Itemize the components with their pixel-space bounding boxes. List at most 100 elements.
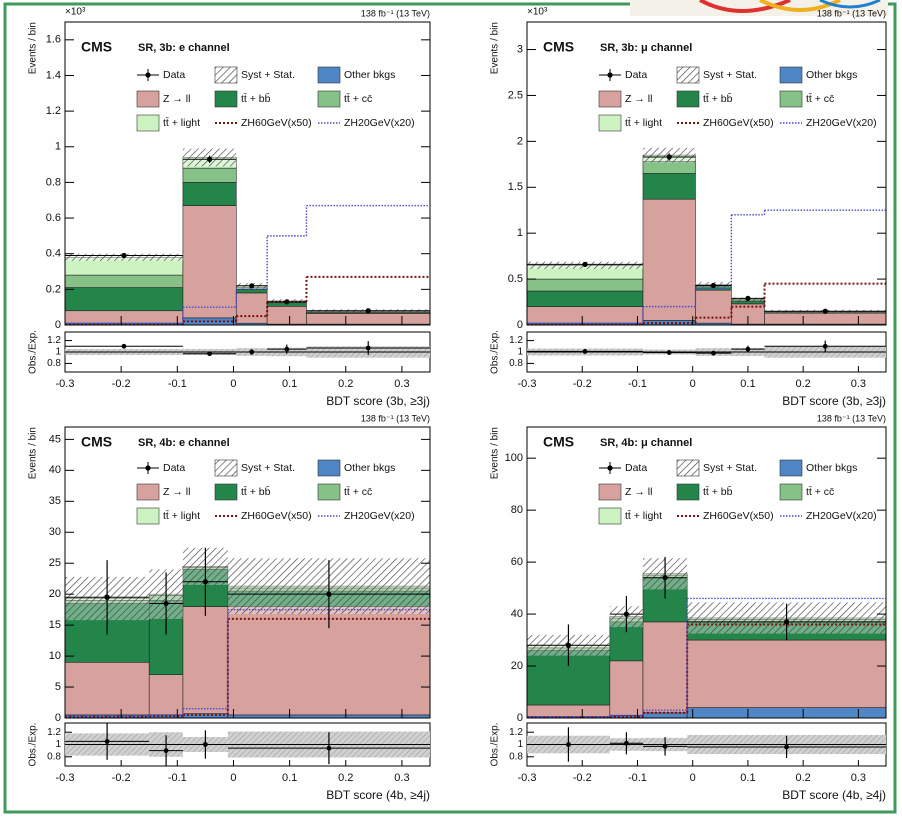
y-tick-label: 40 — [511, 608, 523, 620]
channel-label: SR, 4b: e channel — [138, 437, 230, 449]
legend-symbol — [780, 460, 802, 476]
legend-entry: Syst + Stat. — [677, 460, 757, 476]
data-marker — [366, 308, 371, 313]
data-marker — [122, 344, 127, 349]
legend-label: ZH20GeV(x20) — [806, 510, 877, 522]
ratio-y-tick-label: 1.2 — [47, 335, 61, 346]
ratio-y-tick-label: 1.2 — [509, 335, 523, 346]
stack-segment — [183, 206, 236, 318]
legend-label: tt̄ + cc̄ — [344, 92, 372, 104]
y-tick-label: 60 — [511, 556, 523, 568]
y-tick-label: 2.5 — [508, 89, 523, 101]
legend-entry: ZH20GeV(x20) — [780, 510, 877, 522]
ratio-y-label: Obs./Exp. — [490, 723, 501, 767]
x-tick-label: -0.2 — [112, 378, 131, 390]
legend-symbol — [215, 460, 237, 476]
data-marker — [249, 350, 254, 355]
legend-label: tt̄ + bb̄ — [241, 485, 271, 498]
legend-entry: Z → ll — [137, 484, 190, 500]
plot-area — [527, 557, 886, 718]
y-tick-label: 80 — [511, 504, 523, 516]
legend-label: tt̄ + light — [163, 116, 200, 128]
legend-label: ZH20GeV(x20) — [806, 117, 877, 129]
legend-entry: ZH20GeV(x20) — [318, 117, 415, 129]
data-marker — [207, 351, 212, 356]
data-marker — [105, 739, 110, 744]
legend-label: Other bkgs — [344, 69, 395, 81]
legend-entry: tt̄ + light — [137, 508, 200, 524]
ratio-y-tick-label: 1.2 — [47, 727, 61, 738]
x-tick-label: -0.1 — [628, 772, 647, 784]
y-tick-label: 15 — [49, 619, 61, 631]
stack-segment — [643, 162, 695, 174]
x-axis-label: BDT score (3b, ≥3j) — [782, 394, 886, 408]
legend-entry: Syst + Stat. — [215, 67, 295, 83]
legend-entry: tt̄ + cc̄ — [780, 484, 834, 500]
y-tick-label: 0.6 — [46, 212, 61, 224]
legend-label: tt̄ + cc̄ — [806, 92, 834, 104]
legend-label: tt̄ + bb̄ — [703, 92, 733, 105]
data-marker — [745, 296, 750, 301]
legend-entry: Data — [137, 69, 185, 81]
y-tick-label: 2 — [517, 135, 523, 147]
x-tick-label: 0.1 — [282, 378, 297, 390]
legend-label: Data — [163, 69, 185, 81]
legend-label: ZH60GeV(x50) — [703, 510, 774, 522]
experiment-label: CMS — [81, 39, 112, 55]
legend-symbol — [215, 91, 237, 107]
stack-segment — [527, 291, 643, 307]
stack-segment — [267, 306, 306, 324]
x-tick-label: 0.2 — [796, 772, 811, 784]
legend-label: Data — [625, 69, 647, 81]
legend-label: Z → ll — [163, 93, 190, 105]
y-tick-label: 10 — [49, 650, 61, 662]
x-tick-label: -0.3 — [56, 378, 75, 390]
legend-entry: Data — [599, 69, 647, 81]
y-tick-label: 25 — [49, 557, 61, 569]
x-tick-label: 0.3 — [851, 378, 866, 390]
legend-label: ZH20GeV(x20) — [344, 117, 415, 129]
legend-entry: tt̄ + bb̄ — [215, 484, 271, 500]
legend-symbol — [599, 115, 621, 131]
lumi-label: 138 fb⁻¹ (13 TeV) — [361, 8, 430, 18]
legend-label: ZH20GeV(x20) — [344, 510, 415, 522]
legend-symbol — [145, 465, 150, 470]
ratio-area — [65, 341, 430, 358]
legend-entry: Data — [137, 462, 185, 474]
stack-segment — [183, 182, 236, 205]
legend-entry: Z → ll — [137, 91, 190, 107]
x-tick-label: 0.2 — [338, 378, 353, 390]
ratio-point — [610, 732, 643, 754]
ratio-y-label: Obs./Exp. — [490, 330, 501, 374]
legend-symbol — [677, 67, 699, 83]
data-marker — [667, 350, 672, 355]
legend-entry: tt̄ + light — [137, 115, 200, 131]
data-marker — [121, 253, 126, 258]
legend-label: ZH60GeV(x50) — [241, 510, 312, 522]
legend-entry: tt̄ + light — [599, 115, 662, 131]
y-tick-label: 45 — [49, 433, 61, 445]
y-tick-label: 1.6 — [46, 34, 61, 46]
legend-symbol — [677, 460, 699, 476]
legend-entry: Z → ll — [599, 91, 652, 107]
plot-area — [65, 548, 430, 718]
channel-label: SR, 4b: μ channel — [600, 437, 692, 449]
x-tick-label: 0.1 — [740, 772, 755, 784]
legend-entry: Syst + Stat. — [215, 460, 295, 476]
ratio-y-tick-label: 0.8 — [47, 358, 61, 369]
x-axis-label: BDT score (3b, ≥3j) — [326, 394, 430, 408]
x-tick-label: 0.1 — [740, 378, 755, 390]
x-axis-label: BDT score (4b, ≥4j) — [326, 788, 430, 802]
x-tick-label: 0 — [230, 378, 236, 390]
stack-segment — [731, 301, 764, 304]
ratio-y-tick-label: 0.8 — [47, 751, 61, 762]
y-multiplier: ×10³ — [527, 7, 548, 18]
ratio-y-tick-label: 1 — [55, 347, 61, 358]
legend-entry: Other bkgs — [780, 67, 857, 83]
legend-entry: tt̄ + cc̄ — [780, 91, 834, 107]
stack-segment — [65, 275, 183, 287]
ratio-area — [65, 723, 430, 766]
y-tick-label: 0 — [517, 712, 523, 724]
legend-symbol — [607, 465, 612, 470]
ratio-y-tick-label: 1 — [517, 347, 523, 358]
